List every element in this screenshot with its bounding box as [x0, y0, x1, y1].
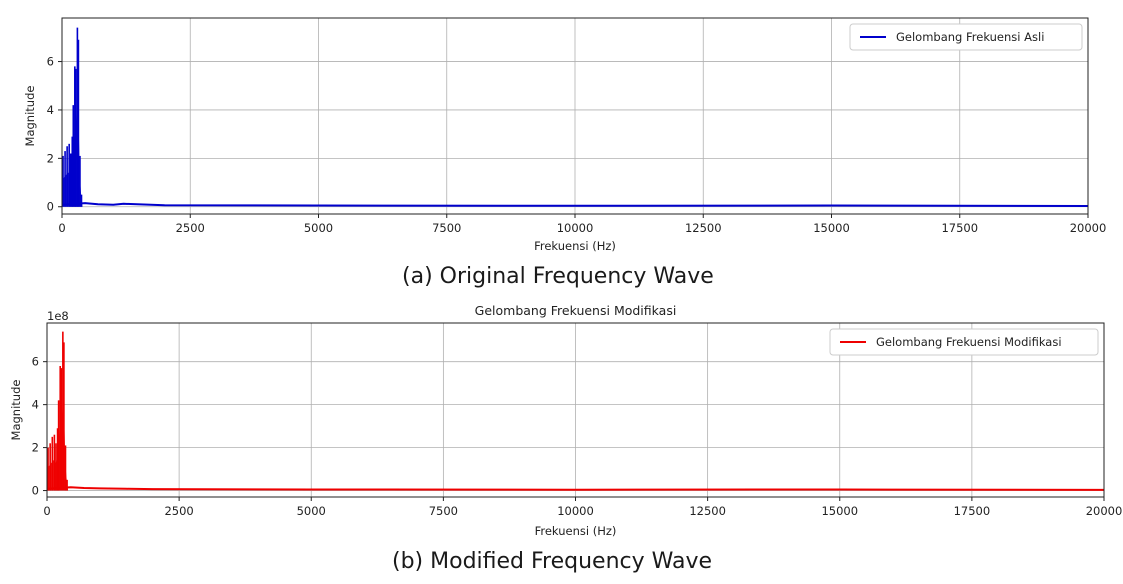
x-tick-label: 20000: [1086, 504, 1123, 518]
y-tick-label: 6: [47, 55, 54, 69]
x-tick-label: 15000: [821, 504, 858, 518]
x-tick-label: 20000: [1070, 221, 1107, 235]
x-tick-label: 7500: [432, 221, 461, 235]
x-tick-label: 12500: [689, 504, 726, 518]
x-tick-label: 0: [43, 504, 50, 518]
y-tick-label: 2: [32, 441, 39, 455]
low-freq-fill: [62, 108, 83, 207]
legend-label: Gelombang Frekuensi Modifikasi: [876, 335, 1062, 349]
y-tick-label: 6: [32, 355, 39, 369]
x-tick-label: 0: [58, 221, 65, 235]
series-1: [46, 331, 1105, 491]
low-freq-fill: [47, 403, 69, 491]
chart-panel-1: Gelombang Frekuensi Asli 0 2500 5000 7500 100…: [23, 17, 1107, 253]
y-tick-label: 4: [32, 398, 39, 412]
y-axis-label: Magnitude: [23, 86, 37, 147]
legend-label: Gelombang Frekuensi Asli: [896, 30, 1044, 44]
x-axis-label: Frekuensi (Hz): [535, 524, 617, 538]
y-tick-label: 0: [47, 200, 54, 214]
caption-a: (a) Original Frequency Wave: [402, 264, 714, 289]
x-tick-label: 2500: [176, 221, 205, 235]
series-baseline-line: [46, 486, 1105, 491]
x-tick-label: 10000: [557, 221, 594, 235]
x-tick-label: 17500: [954, 504, 991, 518]
y-axis-label: Magnitude: [9, 380, 23, 441]
legend-box: [849, 23, 1083, 51]
y-tick-label: 2: [47, 151, 54, 165]
x-tick-label: 5000: [304, 221, 333, 235]
x-tick-label: 7500: [429, 504, 458, 518]
x-tick-label: 2500: [164, 504, 193, 518]
y-scale-label: 1e8: [47, 309, 69, 323]
x-tick-label: 17500: [941, 221, 978, 235]
x-tick-label: 5000: [297, 504, 326, 518]
x-tick-label: 15000: [813, 221, 850, 235]
legend: Gelombang Frekuensi Modifikasi: [829, 328, 1099, 356]
series-1: [61, 27, 1089, 207]
x-tick-label: 12500: [685, 221, 722, 235]
legend: Gelombang Frekuensi Asli: [849, 23, 1083, 51]
x-axis-label: Frekuensi (Hz): [534, 239, 616, 253]
chart-title: Gelombang Frekuensi Modifikasi: [475, 303, 677, 318]
y-tick-label: 0: [32, 484, 39, 498]
legend-box: [829, 328, 1099, 356]
chart-panel-2: Gelombang Frekuensi Modifikasi 0 2500 5000 7…: [9, 303, 1122, 538]
caption-b: (b) Modified Frequency Wave: [392, 549, 713, 574]
series-baseline-line: [61, 202, 1089, 207]
x-tick-label: 10000: [557, 504, 594, 518]
y-tick-label: 4: [47, 103, 54, 117]
